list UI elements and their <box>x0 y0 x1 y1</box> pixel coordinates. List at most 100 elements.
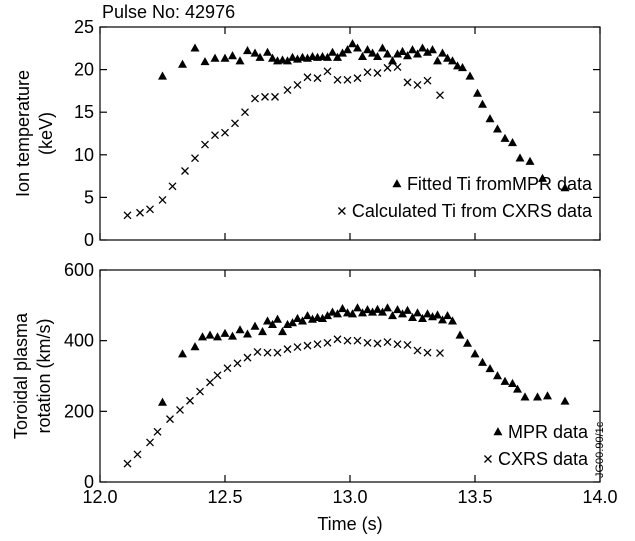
cxrs-point <box>383 338 392 347</box>
cxrs-point <box>403 78 412 87</box>
mpr-point <box>283 56 292 65</box>
cxrs-point <box>436 91 444 100</box>
cxrs-point <box>293 343 302 351</box>
mpr-point <box>398 46 407 55</box>
mpr-point <box>333 309 342 318</box>
legend-label: Fitted Ti fromMPR data <box>407 174 593 194</box>
cxrs-point <box>206 378 214 387</box>
cxrs-point <box>283 86 292 95</box>
mpr-point <box>250 321 260 330</box>
mpr-point <box>210 53 220 62</box>
mpr-point <box>413 49 422 58</box>
mpr-point <box>353 43 362 52</box>
cxrs-point <box>343 75 352 84</box>
mpr-point <box>235 325 245 334</box>
mpr-point <box>485 364 495 373</box>
mpr-point <box>303 311 312 320</box>
y-axis-label: Ion temperature <box>13 70 33 197</box>
mpr-point <box>368 307 377 316</box>
mpr-point <box>258 326 267 336</box>
mpr-point <box>393 49 402 58</box>
mpr-point <box>323 52 332 61</box>
mpr-point <box>178 59 187 68</box>
cxrs-point <box>293 80 302 89</box>
cxrs-point <box>123 459 132 468</box>
mpr-point <box>513 384 522 393</box>
mpr-point <box>508 138 517 147</box>
y-tick-label: 5 <box>84 187 94 207</box>
legend-marker-triangle <box>493 427 503 436</box>
cxrs-point <box>403 340 412 349</box>
y-tick-label: 0 <box>84 230 94 250</box>
y-tick-label: 0 <box>84 472 94 492</box>
cxrs-point <box>353 74 362 83</box>
mpr-point <box>485 114 495 123</box>
mpr-point <box>448 316 457 325</box>
mpr-point <box>388 56 397 65</box>
legend-marker-triangle <box>392 179 402 188</box>
cxrs-point <box>176 405 184 414</box>
mpr-point <box>403 51 412 60</box>
y-tick-label: 200 <box>64 401 94 421</box>
mpr-point <box>273 314 282 323</box>
mpr-point <box>538 173 547 182</box>
mpr-point <box>288 52 297 61</box>
mpr-point <box>448 56 457 65</box>
legend-marker-x <box>483 455 492 463</box>
mpr-point <box>560 183 570 192</box>
mpr-point <box>263 316 272 325</box>
mpr-point <box>348 39 357 48</box>
mpr-point <box>433 310 442 319</box>
figure-code: JG00.90/1c <box>594 421 606 478</box>
mpr-point <box>205 330 215 339</box>
cxrs-point <box>313 340 322 349</box>
cxrs-point <box>186 396 194 405</box>
cxrs-point <box>383 63 392 72</box>
mpr-point <box>500 376 510 385</box>
mpr-point <box>423 47 432 56</box>
mpr-point <box>328 307 337 316</box>
cxrs-point <box>271 92 279 101</box>
cxrs-point <box>283 345 292 354</box>
mpr-point <box>520 392 530 401</box>
mpr-point <box>373 51 382 61</box>
y-tick-label: 25 <box>74 17 94 37</box>
cxrs-point <box>423 76 432 85</box>
mpr-point <box>220 53 230 62</box>
mpr-point <box>328 47 337 56</box>
cxrs-point <box>363 338 372 347</box>
mpr-point <box>158 397 167 406</box>
mpr-point <box>178 349 187 358</box>
cxrs-point <box>263 348 272 357</box>
cxrs-point <box>221 128 229 137</box>
cxrs-point <box>323 338 332 347</box>
y-tick-label: 600 <box>64 260 94 280</box>
cxrs-point <box>146 438 154 447</box>
mpr-point <box>515 153 525 162</box>
cxrs-point <box>413 80 422 89</box>
y-tick-label: 20 <box>74 60 94 80</box>
mpr-point <box>383 49 392 58</box>
x-axis-label: Time (s) <box>317 514 382 534</box>
mpr-point <box>465 71 475 80</box>
legend-marker-x <box>337 207 346 215</box>
cxrs-point <box>373 69 382 77</box>
mpr-point <box>278 326 287 336</box>
mpr-point <box>408 312 417 321</box>
mpr-point <box>190 342 200 351</box>
mpr-point <box>493 124 502 133</box>
mpr-point <box>228 331 237 340</box>
mpr-point <box>263 47 272 56</box>
pulse-label: Pulse No: 42976 <box>102 2 236 22</box>
y-tick-label: 15 <box>74 102 94 122</box>
mpr-point <box>443 311 452 320</box>
cxrs-point <box>213 371 222 380</box>
mpr-point <box>198 332 207 341</box>
mpr-point <box>560 396 570 405</box>
mpr-point <box>190 43 200 52</box>
mpr-point <box>318 313 327 322</box>
mpr-point <box>418 313 427 322</box>
cxrs-point <box>363 68 372 77</box>
mpr-point <box>378 43 387 52</box>
